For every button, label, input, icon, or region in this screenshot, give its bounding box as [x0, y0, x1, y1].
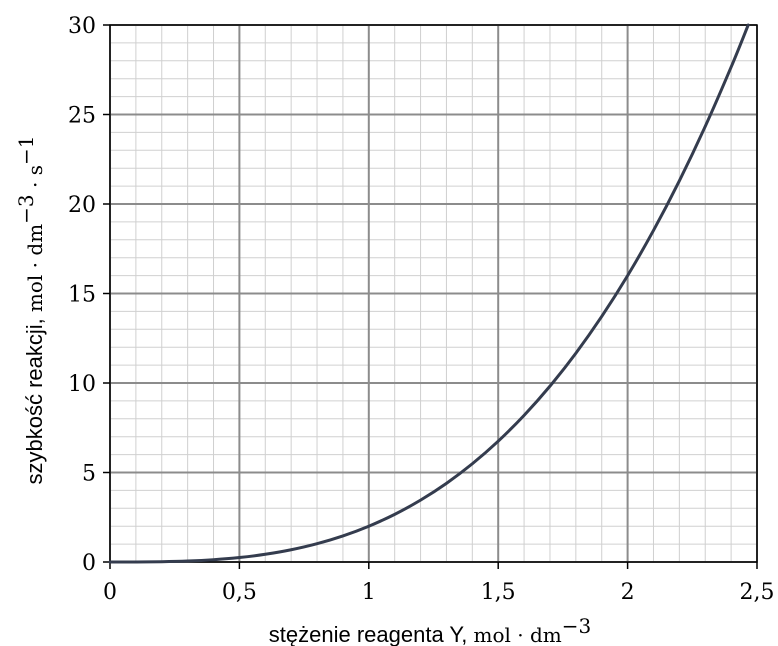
- x-tick-label: 1,5: [481, 580, 516, 605]
- y-axis-title-unit: mol · dm: [23, 224, 47, 312]
- x-tick-labels: 0 0,5 1 1,5 2 2,5: [103, 580, 775, 605]
- y-axis-title-exponent: −3: [14, 194, 38, 223]
- x-tick-label: 1: [362, 580, 376, 605]
- series-layer: [108, 23, 750, 564]
- y-axis-title-unit2: · s: [23, 165, 47, 194]
- x-tick-label: 2,5: [740, 580, 775, 605]
- y-tick-label: 15: [68, 283, 96, 308]
- y-tick-label: 25: [68, 104, 96, 129]
- x-axis-title-unit: mol · dm: [473, 623, 561, 646]
- series-line: [108, 23, 750, 564]
- axes: [103, 24, 758, 569]
- y-axis-title: szybkość reakcji, mol · dm−3 · s−1: [14, 136, 47, 485]
- y-axis-title-text: szybkość reakcji,: [22, 318, 47, 484]
- y-axis-title-exponent2: −1: [14, 136, 38, 165]
- x-axis-title: stężenie reagenta Y, mol · dm−3: [269, 614, 591, 646]
- x-tick-label: 0,5: [222, 580, 257, 605]
- x-axis-title-text: stężenie reagenta Y,: [269, 622, 468, 646]
- y-tick-labels: 0 5 10 15 20 25 30: [68, 14, 96, 576]
- plot-frame: [109, 24, 758, 563]
- x-tick-label: 2: [621, 580, 635, 605]
- y-tick-label: 30: [68, 14, 96, 39]
- y-tick-label: 0: [82, 551, 96, 576]
- x-axis-title-exponent: −3: [562, 614, 591, 638]
- y-tick-label: 20: [68, 193, 96, 218]
- y-tick-label: 10: [68, 372, 96, 397]
- x-tick-label: 0: [103, 580, 117, 605]
- major-grid: [109, 24, 758, 563]
- y-tick-label: 5: [82, 462, 96, 487]
